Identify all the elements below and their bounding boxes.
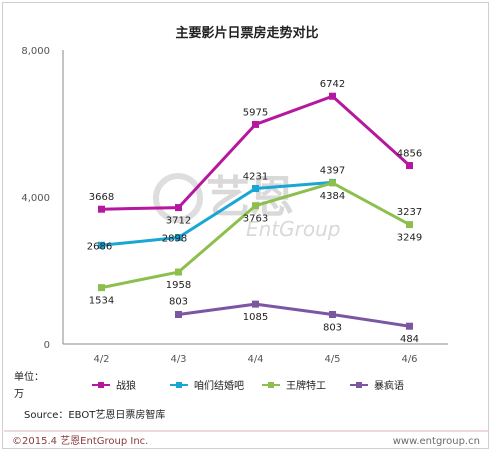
- series-4: [175, 300, 413, 330]
- y-tick-labels: 0 4,000 8,000: [21, 46, 50, 351]
- watermark-logo-icon: [153, 173, 203, 223]
- data-label: 2686: [87, 241, 112, 252]
- data-point: [252, 120, 259, 128]
- data-point: [175, 310, 182, 318]
- data-label: 4397: [320, 165, 345, 176]
- data-label: 2898: [162, 233, 187, 244]
- data-label: 4856: [397, 149, 422, 160]
- data-label: 5975: [243, 107, 268, 118]
- data-point: [98, 241, 105, 249]
- data-labels: 3668 3712 5975 6742 4856 2686 2898 4231 4397 1534…: [87, 79, 422, 345]
- legend-swatch-marker: [98, 382, 104, 388]
- series-layer: [98, 92, 413, 330]
- data-point: [175, 268, 182, 276]
- data-point: [98, 284, 105, 292]
- legend-label: 暴疯语: [374, 379, 404, 392]
- legend-swatch-marker: [356, 382, 362, 388]
- data-label: 1958: [166, 280, 191, 291]
- legend-item: 王牌特工: [262, 379, 326, 392]
- data-label: 1534: [89, 296, 114, 307]
- x-tick-label: 4/2: [93, 354, 109, 365]
- data-label: 4384: [320, 191, 345, 202]
- source-text: Source：EBOT艺恩日票房智库: [24, 408, 165, 421]
- data-label: 3249: [397, 233, 422, 244]
- watermark-text: EntGroup: [246, 217, 340, 241]
- y-tick-label: 8,000: [21, 46, 50, 57]
- y-tick-label: 4,000: [21, 193, 50, 204]
- legend-label: 战狼: [116, 379, 136, 392]
- unit-label-line1: 单位：: [14, 370, 44, 383]
- data-label: 484: [400, 334, 419, 345]
- chart-title: 主要影片日票房走势对比: [175, 25, 318, 41]
- legend-label: 王牌特工: [286, 379, 326, 392]
- legend-item: 暴疯语: [350, 379, 404, 392]
- series-3: [98, 179, 413, 292]
- footer-website: www.entgroup.cn: [393, 436, 480, 447]
- data-point: [252, 185, 259, 193]
- series-1: [98, 92, 413, 213]
- data-point: [252, 300, 259, 308]
- data-point: [406, 162, 413, 170]
- data-point: [406, 322, 413, 330]
- data-point: [175, 233, 182, 241]
- data-point: [252, 202, 259, 210]
- legend: 战狼 咱们结婚吧 王牌特工 暴疯语: [92, 379, 404, 392]
- legend-item: 战狼: [92, 379, 136, 392]
- data-label: 3763: [243, 214, 268, 225]
- data-label: 3237: [397, 207, 422, 218]
- legend-item: 咱们结婚吧: [170, 379, 244, 392]
- y-tick-label: 0: [44, 340, 50, 351]
- data-point: [329, 92, 336, 100]
- data-point: [175, 204, 182, 212]
- data-label: 4231: [243, 172, 268, 183]
- x-tick-labels: 4/2 4/3 4/4 4/5 4/6: [93, 354, 417, 365]
- data-label: 6742: [320, 79, 345, 90]
- legend-label: 咱们结婚吧: [194, 379, 244, 392]
- x-tick-label: 4/3: [170, 354, 186, 365]
- series-line: [101, 180, 333, 247]
- legend-swatch-marker: [268, 382, 274, 388]
- data-point: [406, 221, 413, 229]
- data-label: 803: [169, 296, 188, 307]
- x-tick-label: 4/4: [247, 354, 263, 365]
- data-label: 1085: [243, 312, 268, 323]
- series-line: [178, 302, 410, 328]
- legend-swatch-marker: [176, 382, 182, 388]
- data-point: [98, 205, 105, 213]
- data-point: [329, 179, 336, 187]
- data-point: [329, 310, 336, 318]
- footer-copyright: ©2015.4 艺恩EntGroup Inc.: [12, 435, 148, 447]
- data-label: 803: [323, 322, 342, 333]
- unit-label-line2: 万: [14, 389, 24, 400]
- x-tick-label: 4/6: [401, 354, 417, 365]
- data-label: 3712: [166, 216, 191, 227]
- x-tick-label: 4/5: [324, 354, 340, 365]
- data-label: 3668: [89, 192, 114, 203]
- watermark: 艺恩 EntGroup: [153, 172, 340, 241]
